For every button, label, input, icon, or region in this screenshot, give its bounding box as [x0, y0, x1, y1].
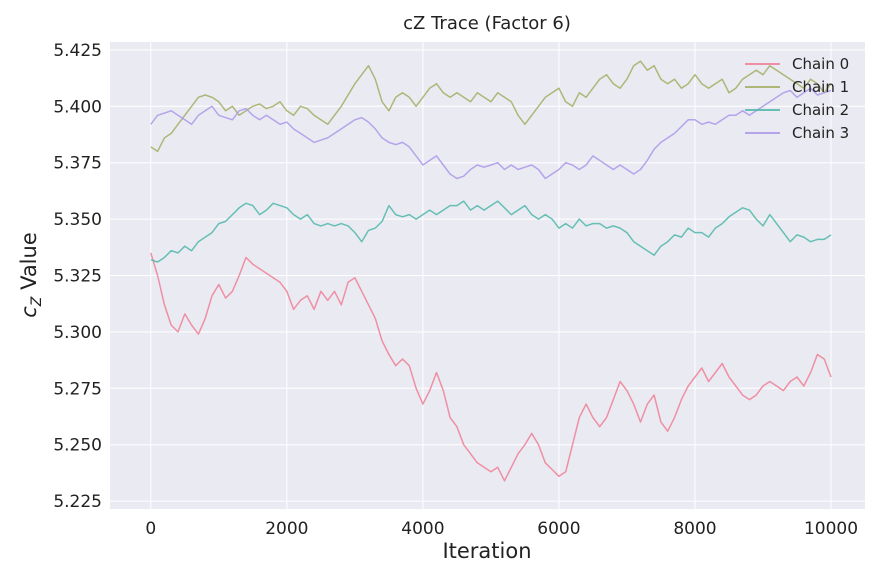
legend-entry: Chain 1: [792, 78, 849, 96]
x-tick-label: 2000: [265, 519, 308, 539]
x-tick-label: 6000: [537, 519, 580, 539]
y-tick-label: 5.400: [53, 97, 102, 117]
x-axis-label: Iteration: [442, 539, 531, 563]
y-tick-label: 5.425: [53, 41, 102, 61]
y-tick-label: 5.350: [53, 210, 102, 230]
y-tick-labels: 5.225 5.250 5.275 5.300 5.325 5.350 5.375 5.400…: [53, 41, 102, 512]
legend: Chain 0 Chain 1 Chain 2 Chain 3: [745, 55, 849, 142]
legend-entry: Chain 2: [792, 101, 849, 119]
series-line-chain-2: [150, 200, 832, 263]
y-axis-label-rest: Value: [17, 232, 41, 296]
series-line-chain-1: [150, 60, 832, 153]
grid-lines: [110, 42, 865, 509]
chart-title: cZ Trace (Factor 6): [403, 13, 571, 34]
y-tick-label: 5.250: [53, 436, 102, 456]
y-axis-label: cZ Value: [17, 232, 45, 317]
y-axis-label-main: c: [17, 306, 41, 318]
x-tick-label: 4000: [401, 519, 444, 539]
y-tick-label: 5.325: [53, 267, 102, 287]
series-line-chain-0: [150, 252, 832, 482]
series-line-chain-3: [150, 87, 832, 180]
x-tick-label: 8000: [673, 519, 716, 539]
y-tick-label: 5.225: [53, 492, 102, 512]
y-tick-label: 5.375: [53, 154, 102, 174]
x-tick-label: 0: [145, 519, 156, 539]
y-axis-label-sub: Z: [29, 296, 45, 307]
y-tick-label: 5.300: [53, 323, 102, 343]
series-lines: [150, 60, 832, 482]
x-tick-labels: 0 2000 4000 6000 8000 10000: [145, 519, 858, 539]
x-tick-label: 10000: [804, 519, 858, 539]
legend-entry: Chain 0: [792, 55, 849, 73]
y-tick-label: 5.275: [53, 379, 102, 399]
legend-entry: Chain 3: [792, 124, 849, 142]
